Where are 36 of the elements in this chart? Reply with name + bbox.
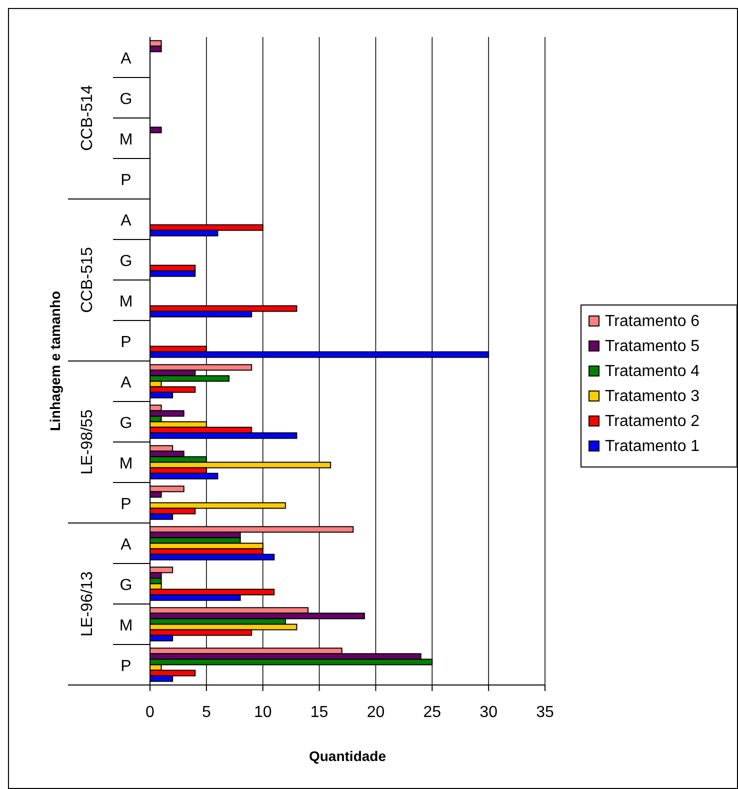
y-tick-label: M: [119, 131, 133, 148]
x-tick-label: 15: [310, 704, 328, 721]
y-tick-label: P: [120, 172, 132, 189]
legend-label: Tratamento 1: [605, 438, 700, 455]
y-tick-label: A: [120, 212, 132, 230]
x-tick-label: 10: [254, 704, 272, 721]
text: CCB-515: [79, 247, 96, 313]
legend-label: Tratamento 4: [605, 363, 700, 380]
x-tick-label: 5: [202, 704, 211, 721]
text: CCB-514: [79, 85, 96, 151]
text: LE-98/55: [79, 409, 96, 474]
y-tick-label: P: [120, 334, 132, 351]
x-tick-label: 0: [146, 704, 155, 721]
x-tick-label: 20: [366, 704, 385, 721]
y-tick-label: G: [120, 90, 132, 108]
y-tick-label: G: [120, 576, 132, 594]
x-axis-title: Quantidade: [308, 748, 386, 764]
y-tick-label: P: [120, 496, 132, 513]
y-tick-label: A: [120, 50, 132, 68]
legend-label: Tratamento 5: [605, 338, 700, 355]
x-tick-label: 35: [536, 704, 554, 721]
legend-label: Tratamento 6: [605, 313, 700, 330]
y-tick-label: A: [120, 536, 132, 554]
legend-label: Tratamento 2: [605, 413, 700, 430]
y-tick-label: M: [119, 455, 133, 472]
y-tick-label: M: [119, 617, 133, 634]
y-tick-label: G: [120, 414, 132, 432]
legend-label: Tratamento 3: [605, 388, 700, 405]
text: LE-96/13: [79, 571, 96, 636]
y-tick-label: A: [120, 374, 132, 392]
y-tick-label: M: [119, 293, 133, 310]
x-tick-label: 25: [423, 704, 442, 721]
y-tick-label: G: [120, 252, 132, 270]
x-tick-label: 30: [480, 704, 498, 721]
y-tick-label: P: [120, 658, 132, 675]
y-axis-title: Linhagem e tamanho: [47, 290, 63, 432]
